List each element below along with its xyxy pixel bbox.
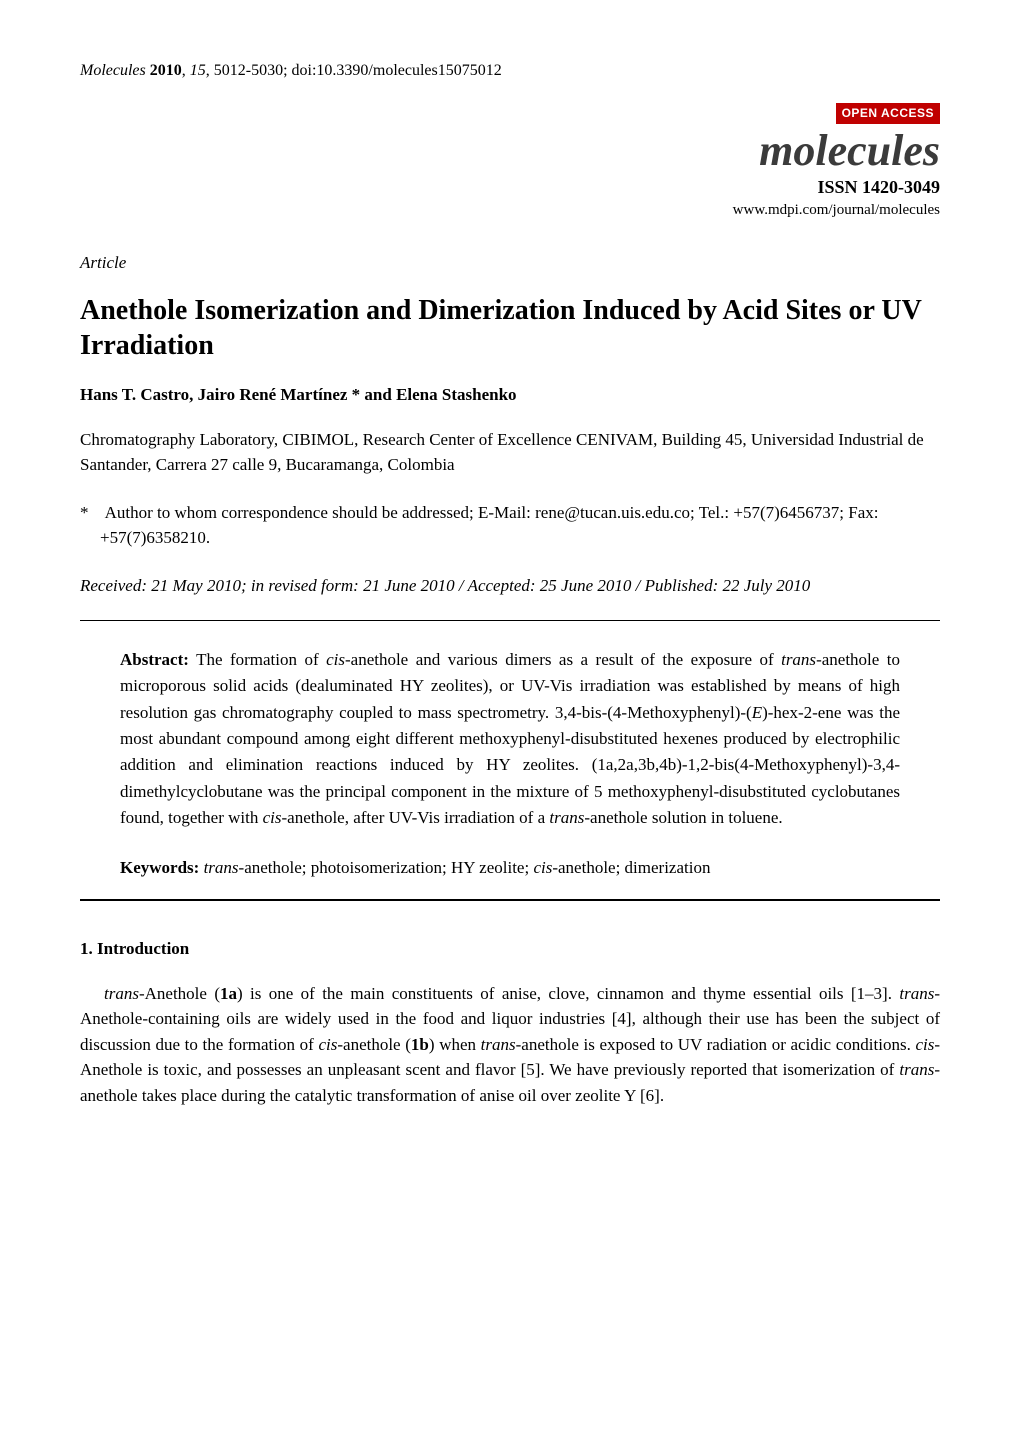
citation-volume: 15 — [190, 62, 206, 79]
abstract-label: Abstract: — [120, 650, 189, 669]
abstract: Abstract: The formation of cis-anethole … — [120, 647, 900, 831]
divider-rule-top — [80, 620, 940, 621]
section-1-heading: 1. Introduction — [80, 937, 940, 961]
intro-paragraph: trans-Anethole (1a) is one of the main c… — [80, 981, 940, 1109]
issn: ISSN 1420-3049 — [733, 175, 940, 200]
affiliation: Chromatography Laboratory, CIBIMOL, Rese… — [80, 427, 940, 478]
citation-journal: Molecules — [80, 62, 146, 79]
running-header: Molecules 2010, 15, 5012-5030; doi:10.33… — [80, 60, 940, 82]
authors: Hans T. Castro, Jairo René Martínez * an… — [80, 383, 940, 407]
divider-rule-bottom — [80, 899, 940, 901]
correspondence-marker: * — [80, 503, 89, 522]
journal-url: www.mdpi.com/journal/molecules — [733, 200, 940, 221]
journal-block: OPEN ACCESS molecules ISSN 1420-3049 www… — [733, 102, 940, 221]
article-title: Anethole Isomerization and Dimerization … — [80, 293, 940, 363]
open-access-badge: OPEN ACCESS — [836, 103, 940, 124]
doi: doi:10.3390/molecules15075012 — [292, 62, 502, 79]
correspondence-text: Author to whom correspondence should be … — [100, 503, 879, 548]
journal-logo: molecules — [733, 129, 940, 173]
article-type: Article — [80, 251, 940, 275]
keywords-label: Keywords: — [120, 858, 199, 877]
citation-pages: 5012-5030 — [214, 62, 283, 79]
correspondence: * Author to whom correspondence should b… — [80, 500, 940, 551]
citation-year: 2010 — [150, 62, 182, 79]
keywords: Keywords: trans-anethole; photoisomeriza… — [120, 855, 900, 881]
publication-dates: Received: 21 May 2010; in revised form: … — [80, 573, 940, 599]
